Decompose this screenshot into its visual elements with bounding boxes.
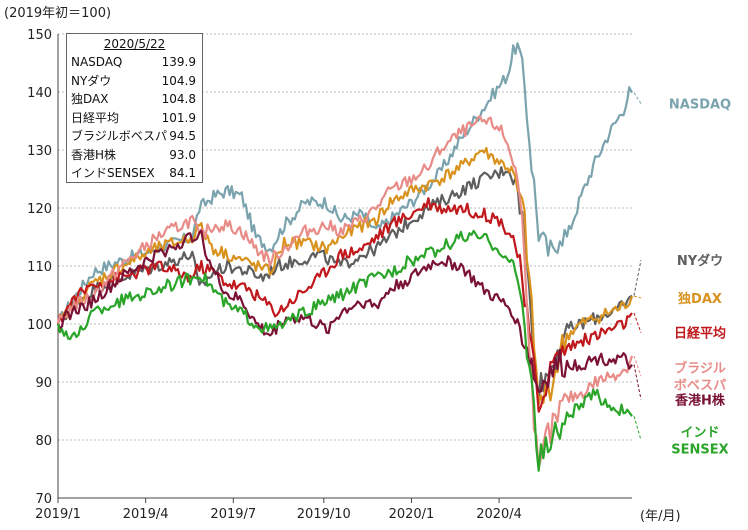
y-tick-label: 140 bbox=[27, 86, 52, 101]
legend-row-value: 94.5 bbox=[169, 129, 196, 143]
legend-row: ブラジルボベスパ 94.5 bbox=[67, 127, 202, 146]
x-tick-label: 2019/7 bbox=[210, 507, 256, 522]
series-label: 日経平均 bbox=[674, 326, 726, 342]
series-label: SENSEX bbox=[671, 443, 728, 458]
label-connector-6 bbox=[633, 416, 642, 441]
legend-row-value: 84.1 bbox=[169, 166, 196, 180]
series-line-1 bbox=[56, 166, 633, 403]
series-label: NASDAQ bbox=[669, 98, 731, 113]
y-tick-label: 130 bbox=[27, 144, 52, 159]
label-connector-0 bbox=[633, 92, 642, 104]
legend-row: NYダウ 104.9 bbox=[67, 72, 202, 91]
legend-row: 独DAX 104.8 bbox=[67, 90, 202, 109]
y-tick-label: 80 bbox=[35, 434, 52, 449]
legend-row-value: 101.9 bbox=[161, 110, 196, 125]
legend-row-value: 139.9 bbox=[161, 55, 196, 69]
x-ticks: 2019/1 2019/4 2019/7 2019/10 2020/1 2020/4 bbox=[35, 498, 522, 522]
legend-row: インドSENSEX 84.1 bbox=[67, 164, 202, 183]
legend-row-name: インドSENSEX bbox=[71, 166, 155, 180]
series-line-5 bbox=[56, 229, 633, 393]
legend-row-name: 独DAX bbox=[71, 92, 109, 106]
label-connector-3 bbox=[633, 312, 642, 333]
series-line-2 bbox=[56, 146, 634, 406]
x-tick-label: 2019/10 bbox=[297, 507, 351, 522]
series-label: NYダウ bbox=[677, 253, 723, 269]
series-line-3 bbox=[56, 197, 633, 413]
label-connector-1 bbox=[633, 260, 642, 296]
label-connector-4 bbox=[633, 355, 642, 377]
x-tick-label: 2020/1 bbox=[389, 507, 435, 522]
value-legend-box: 2020/5/22 NASDAQ 139.9 NYダウ 104.9 独DAX 104.8 日… bbox=[66, 33, 203, 183]
y-tick-label: 120 bbox=[27, 202, 52, 217]
legend-row: 香港H株 93.0 bbox=[67, 146, 202, 165]
legend-row-name: 日経平均 bbox=[71, 110, 120, 125]
y-tick-label: 100 bbox=[27, 318, 52, 333]
y-tick-label: 110 bbox=[27, 260, 52, 275]
series-lines bbox=[56, 42, 634, 472]
legend-row-name: ブラジルボベスパ bbox=[71, 129, 168, 143]
series-line-6 bbox=[56, 229, 633, 472]
legend-row-value: 93.0 bbox=[169, 147, 196, 162]
legend-row-value: 104.8 bbox=[161, 92, 196, 106]
y-tick-label: 90 bbox=[35, 376, 52, 391]
x-axis-label: (年/月) bbox=[640, 509, 681, 524]
series-label: 独DAX bbox=[678, 291, 722, 307]
y-tick-label: 70 bbox=[35, 492, 52, 507]
x-tick-label: 2020/4 bbox=[476, 507, 522, 522]
label-connector-2 bbox=[633, 295, 642, 299]
grid bbox=[57, 33, 632, 499]
y-axis-label: (2019年初＝100) bbox=[4, 6, 111, 21]
legend-rows: NASDAQ 139.9 NYダウ 104.9 独DAX 104.8 日経平均 101.9 ブラ… bbox=[67, 53, 202, 183]
legend-row-name: NASDAQ bbox=[71, 55, 123, 69]
legend-date: 2020/5/22 bbox=[103, 37, 166, 51]
series-label: ブラジル bbox=[674, 361, 726, 377]
legend-row-value: 104.9 bbox=[161, 73, 196, 88]
legend-row: 日経平均 101.9 bbox=[67, 109, 202, 128]
x-tick-label: 2019/1 bbox=[35, 507, 81, 522]
series-label: 香港H株 bbox=[674, 392, 726, 408]
series-label: ボベスパ bbox=[674, 378, 726, 394]
legend-row-name: 香港H株 bbox=[71, 147, 117, 162]
label-connector-5 bbox=[633, 364, 642, 400]
x-tick-label: 2019/4 bbox=[123, 507, 169, 522]
y-tick-label: 150 bbox=[27, 28, 52, 43]
legend-row: NASDAQ 139.9 bbox=[67, 53, 202, 72]
series-label: インド bbox=[680, 426, 719, 441]
legend-row-name: NYダウ bbox=[71, 73, 112, 88]
y-ticks: 70 80 90 100 110 120 130 140 150 bbox=[27, 28, 52, 507]
